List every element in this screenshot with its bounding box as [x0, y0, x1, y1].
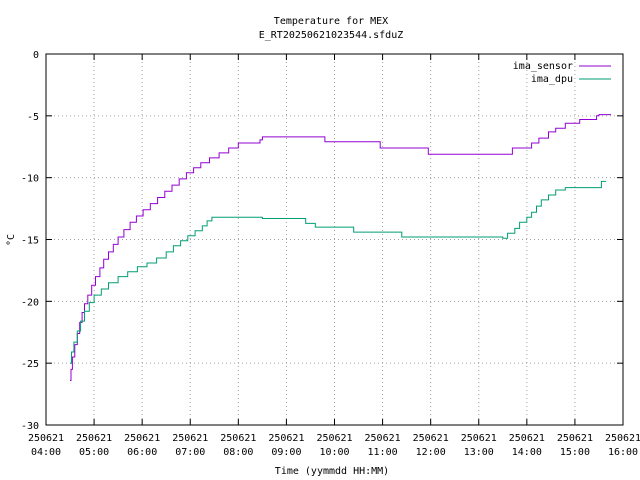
- y-tick-label: -15: [21, 236, 39, 247]
- x-tick-time: 15:00: [560, 447, 590, 458]
- x-tick-time: 12:00: [416, 447, 446, 458]
- x-tick-time: 13:00: [464, 447, 494, 458]
- x-tick-date: 250621: [413, 433, 449, 444]
- series-line-ima_sensor: [70, 114, 611, 381]
- y-tick-label: 0: [33, 50, 39, 61]
- chart-subtitle: E_RT20250621023544.sfduZ: [259, 30, 404, 41]
- x-tick-date: 250621: [316, 433, 352, 444]
- x-tick-date: 250621: [605, 433, 640, 444]
- plot-border: [45, 53, 624, 426]
- x-tick-date: 250621: [124, 433, 160, 444]
- x-tick-time: 09:00: [271, 447, 301, 458]
- x-tick-time: 07:00: [175, 447, 205, 458]
- x-tick-date: 250621: [28, 433, 64, 444]
- x-tick-date: 250621: [172, 433, 208, 444]
- legend: ima_sensor ima_dpu: [513, 61, 611, 85]
- x-tick-date: 250621: [268, 433, 304, 444]
- x-tick-time: 06:00: [127, 447, 157, 458]
- legend-label-ima_dpu: ima_dpu: [531, 74, 573, 85]
- x-axis-label: Time (yymmdd HH:MM): [275, 466, 389, 477]
- y-tick-labels: 0 -5 -10 -15 -20 -25 -30: [21, 50, 39, 432]
- x-tick-time: 14:00: [512, 447, 542, 458]
- x-tick-time: 08:00: [223, 447, 253, 458]
- y-axis-label: °C: [6, 234, 17, 246]
- x-tick-date: 250621: [557, 433, 593, 444]
- series-lines: [70, 114, 611, 381]
- x-tick-time: 10:00: [319, 447, 349, 458]
- x-tick-date: 250621: [461, 433, 497, 444]
- grid-lines: [46, 54, 623, 425]
- y-tick-label: -20: [21, 297, 39, 308]
- x-tick-time: 16:00: [608, 447, 638, 458]
- series-line-ima_dpu: [70, 180, 607, 364]
- y-tick-label: -30: [21, 421, 39, 432]
- x-tick-date: 250621: [365, 433, 401, 444]
- y-tick-label: -5: [27, 112, 39, 123]
- y-tick-label: -10: [21, 174, 39, 185]
- x-tick-date: 250621: [76, 433, 112, 444]
- x-tick-date: 250621: [509, 433, 545, 444]
- chart-title: Temperature for MEX: [274, 16, 388, 27]
- legend-label-ima_sensor: ima_sensor: [513, 61, 573, 72]
- x-tick-date: 250621: [220, 433, 256, 444]
- x-tick-time: 04:00: [31, 447, 61, 458]
- x-tick-labels: 250621 04:00 250621 05:00 250621 06:00 250621 0…: [28, 433, 640, 458]
- x-tick-time: 11:00: [368, 447, 398, 458]
- y-tick-label: -25: [21, 359, 39, 370]
- x-tick-time: 05:00: [79, 447, 109, 458]
